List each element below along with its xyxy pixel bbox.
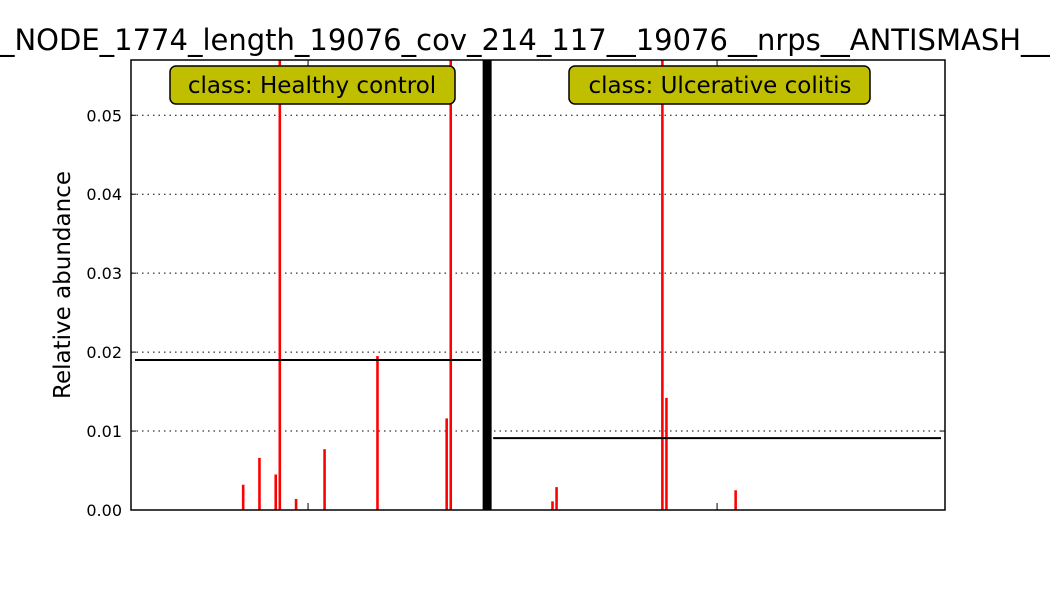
x-ticks bbox=[307, 60, 718, 510]
bar bbox=[294, 498, 298, 510]
bar bbox=[258, 457, 261, 510]
y-tick-label: 0.01 bbox=[86, 422, 122, 441]
bar bbox=[551, 501, 554, 510]
bar bbox=[241, 484, 245, 510]
class-label-uc: class: Ulcerative colitis bbox=[588, 73, 851, 99]
bar bbox=[445, 418, 448, 510]
bar bbox=[449, 60, 453, 510]
y-tick-label: 0.03 bbox=[86, 264, 122, 283]
bar bbox=[555, 487, 558, 510]
y-axis-label: Relative abundance bbox=[50, 171, 76, 399]
bar bbox=[661, 60, 664, 510]
bar bbox=[323, 449, 326, 510]
y-axis-ticks: 0.00 0.01 0.02 0.03 0.04 0.05 bbox=[86, 106, 945, 520]
bar bbox=[274, 474, 278, 510]
y-tick-label: 0.04 bbox=[86, 185, 122, 204]
chart-title: _NODE_1774_length_19076_cov_214_117__190… bbox=[0, 23, 1050, 57]
class-label-healthy: class: Healthy control bbox=[188, 73, 436, 99]
bars bbox=[241, 60, 737, 510]
class-box-uc-bg bbox=[568, 65, 871, 105]
class-box-healthy: class: Healthy control bbox=[169, 65, 456, 105]
y-tick-label: 0.02 bbox=[86, 343, 122, 362]
bar bbox=[278, 60, 282, 510]
grid-lines bbox=[131, 114, 945, 432]
y-tick-label: 0.05 bbox=[86, 106, 122, 125]
bar bbox=[665, 397, 668, 510]
bar bbox=[734, 490, 737, 510]
class-box-healthy-bg bbox=[169, 65, 456, 105]
bar bbox=[376, 356, 379, 510]
class-box-uc: class: Ulcerative colitis bbox=[568, 65, 871, 105]
y-tick-label: 0.00 bbox=[86, 501, 122, 520]
plot-frame bbox=[130, 59, 946, 511]
mean-lines bbox=[135, 359, 941, 440]
